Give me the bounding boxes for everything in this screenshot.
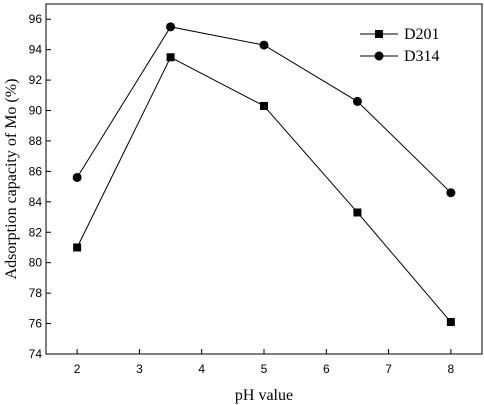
data-point-d201 [73, 243, 82, 252]
legend-marker-d201 [375, 30, 383, 38]
y-tick-label: 86 [29, 164, 43, 178]
data-point-d314 [72, 172, 82, 182]
y-tick-label: 92 [29, 73, 43, 87]
data-point-d314 [446, 188, 456, 198]
y-axis: 74 76 78 80 82 84 86 88 90 92 94 96 [29, 12, 51, 361]
y-tick-label: 84 [29, 195, 43, 209]
data-point-d201 [166, 53, 175, 62]
data-point-d314 [166, 22, 176, 32]
legend-label-d314: D314 [404, 48, 440, 65]
legend-marker-d314 [374, 51, 384, 61]
x-tick-label: 8 [448, 362, 455, 376]
data-point-d314 [259, 40, 269, 50]
y-tick-label: 76 [29, 317, 43, 331]
y-tick-label: 82 [29, 225, 43, 239]
y-tick-label: 88 [29, 134, 43, 148]
x-tick-label: 3 [136, 362, 143, 376]
y-tick-label: 74 [29, 347, 43, 361]
y-tick-label: 94 [29, 43, 43, 57]
data-point-d201 [260, 101, 268, 110]
x-axis-title: pH value [235, 387, 293, 404]
y-tick-label: 80 [29, 256, 43, 270]
series-line-d201 [76, 56, 452, 323]
x-tick-label: 5 [261, 362, 268, 376]
x-tick-label: 6 [323, 362, 330, 376]
y-tick-label: 78 [29, 286, 43, 300]
y-tick-label: 90 [29, 104, 43, 118]
y-axis-title: Adsorption capacity of Mo (%) [3, 79, 20, 280]
legend-label-d201: D201 [404, 26, 440, 43]
x-axis: 2 3 4 5 6 7 8 [74, 349, 455, 376]
legend: D201 D314 [360, 26, 440, 65]
series-layer [72, 22, 456, 327]
x-tick-label: 7 [385, 362, 392, 376]
x-tick-label: 2 [74, 362, 81, 376]
x-tick-label: 4 [198, 362, 205, 376]
data-point-d201 [353, 208, 362, 217]
data-point-d201 [446, 318, 455, 327]
y-tick-label: 96 [29, 12, 43, 26]
data-point-d314 [352, 96, 362, 106]
